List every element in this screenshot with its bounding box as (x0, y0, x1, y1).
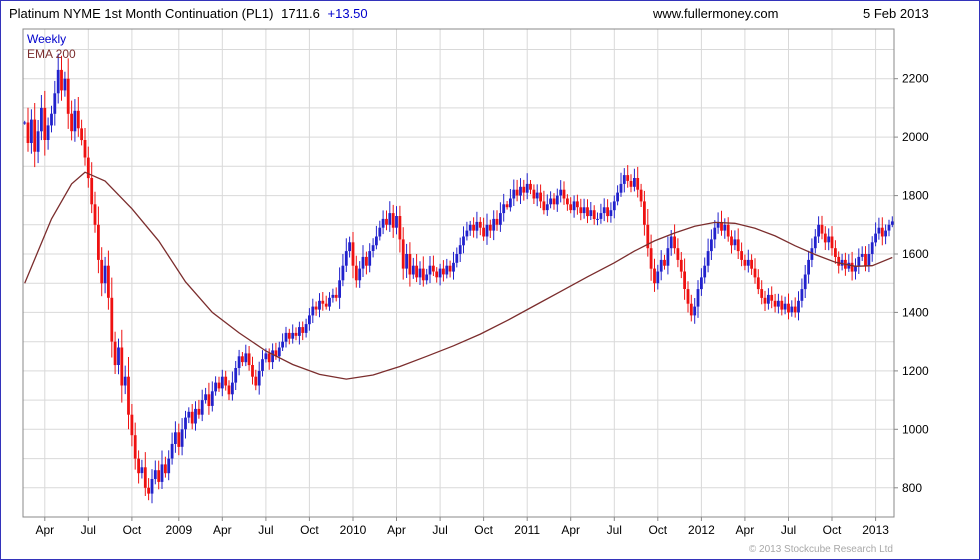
header: Platinum NYME 1st Month Continuation (PL… (1, 1, 979, 27)
svg-text:1800: 1800 (902, 189, 929, 203)
svg-text:Jul: Jul (781, 523, 796, 537)
svg-text:1000: 1000 (902, 422, 929, 436)
price-change: +13.50 (327, 6, 368, 21)
svg-text:Jul: Jul (607, 523, 622, 537)
svg-text:2000: 2000 (902, 130, 929, 144)
svg-text:Oct: Oct (648, 523, 667, 537)
svg-text:Jul: Jul (432, 523, 447, 537)
svg-text:Apr: Apr (213, 523, 232, 537)
svg-text:1600: 1600 (902, 247, 929, 261)
svg-text:2009: 2009 (165, 523, 192, 537)
svg-text:Apr: Apr (561, 523, 580, 537)
svg-text:Oct: Oct (300, 523, 319, 537)
chart-title: Platinum NYME 1st Month Continuation (PL… (9, 6, 368, 21)
svg-text:800: 800 (902, 481, 922, 495)
last-price: 1711.6 (281, 6, 320, 21)
svg-text:2011: 2011 (514, 523, 540, 537)
svg-text:Apr: Apr (736, 523, 755, 537)
timeframe-label: Weekly (27, 32, 67, 46)
svg-text:2013: 2013 (862, 523, 889, 537)
svg-text:Oct: Oct (823, 523, 842, 537)
svg-text:Oct: Oct (123, 523, 142, 537)
svg-text:Oct: Oct (474, 523, 493, 537)
ema-200-label: EMA 200 (27, 47, 76, 61)
svg-text:1400: 1400 (902, 305, 929, 319)
svg-text:1200: 1200 (902, 364, 929, 378)
svg-text:2012: 2012 (688, 523, 715, 537)
svg-text:Apr: Apr (387, 523, 406, 537)
svg-text:Jul: Jul (258, 523, 273, 537)
svg-text:2010: 2010 (340, 523, 367, 537)
instrument-name: Platinum NYME 1st Month Continuation (PL… (9, 6, 274, 21)
svg-text:Apr: Apr (35, 523, 54, 537)
date-label: 5 Feb 2013 (863, 6, 929, 21)
website-link[interactable]: www.fullermoney.com (653, 6, 779, 21)
svg-text:2200: 2200 (902, 72, 929, 86)
copyright: © 2013 Stockcube Research Ltd (748, 544, 893, 555)
svg-text:Jul: Jul (81, 523, 96, 537)
